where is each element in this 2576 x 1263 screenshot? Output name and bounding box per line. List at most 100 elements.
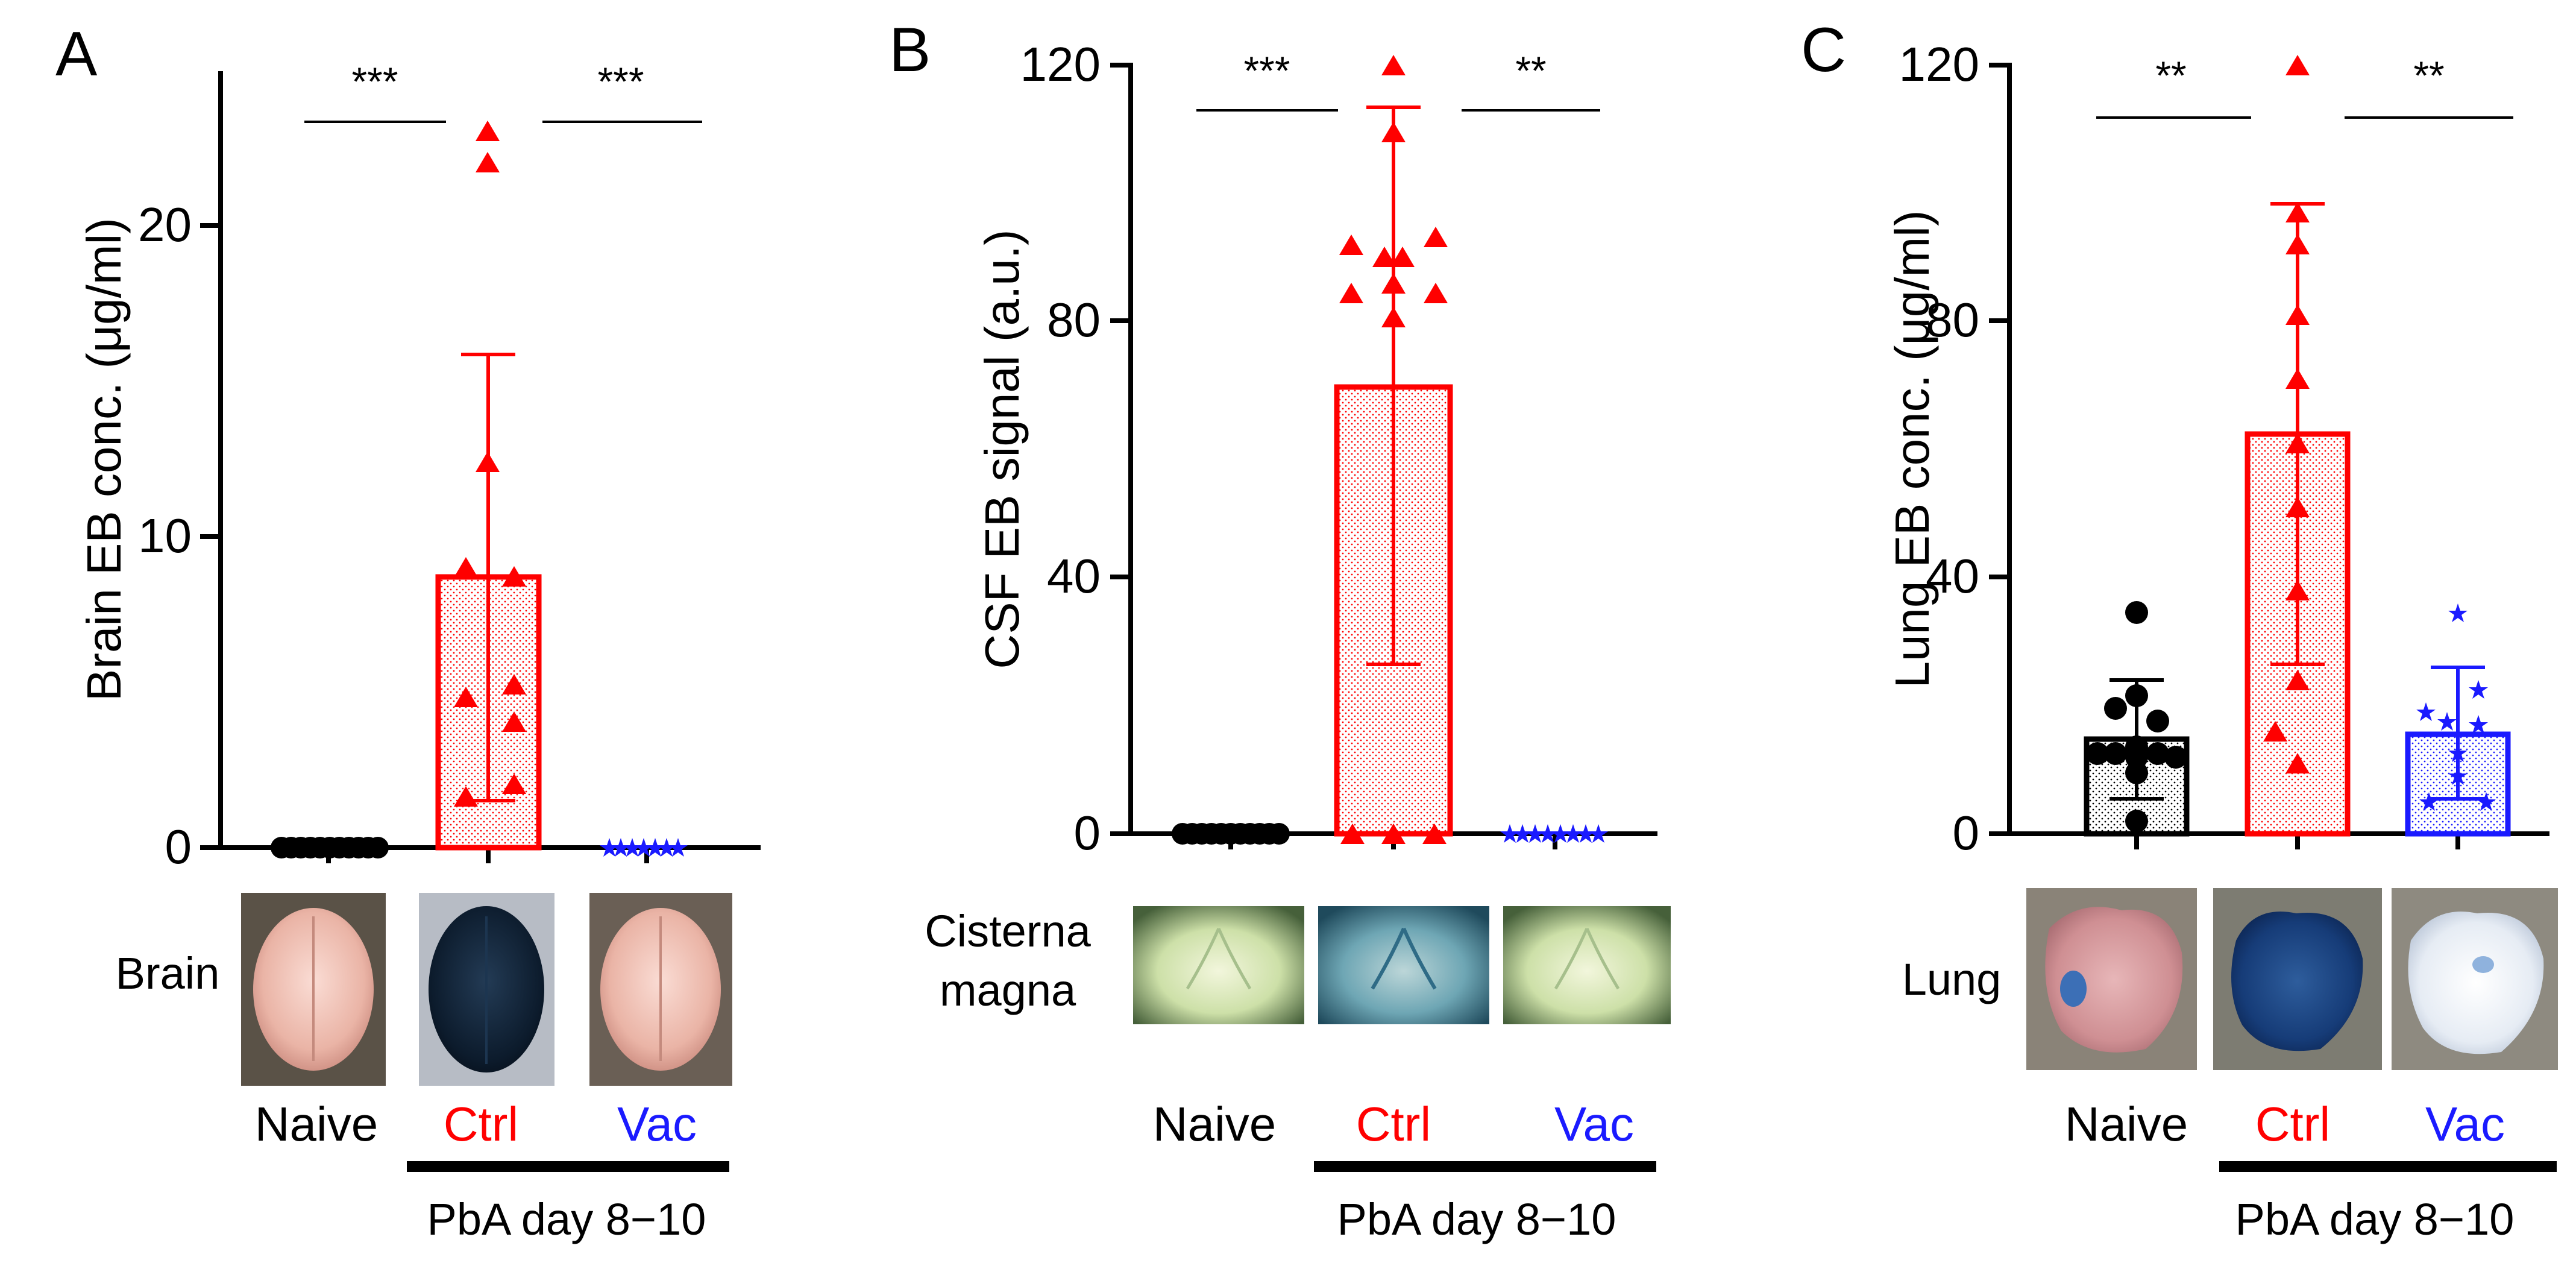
panel-c-point-naive: [2104, 742, 2127, 765]
panel-a-point-ctrl: [454, 786, 478, 807]
panel-c-treatment-label: PbA day 8−10: [2235, 1194, 2515, 1244]
panel-letter-c: C: [1801, 15, 1846, 85]
panel-b-point-ctrl: [1381, 824, 1406, 844]
panel-a-ytick-label-10: 10: [138, 509, 192, 562]
panel-b-point-vac: [1525, 824, 1545, 843]
panel-c-point-ctrl: [2285, 433, 2310, 453]
panel-b-label-naive: Naive: [1153, 1097, 1277, 1151]
panel-c-sig-label-naive-ctrl: **: [2155, 53, 2186, 98]
panel-c-point-vac: [2419, 792, 2439, 811]
lung-vac-image: [2392, 888, 2558, 1070]
panel-b-sig-label-ctrl-vac: **: [1515, 48, 1546, 93]
panel-b-point-vac: [1551, 824, 1570, 843]
panel-letter-b: B: [889, 15, 931, 85]
panel-c-ytick-label-120: 120: [1899, 37, 1979, 91]
panel-a-treatment-label: PbA day 8−10: [427, 1194, 706, 1244]
panel-c-bars: [2084, 202, 2511, 837]
panel-b-point-ctrl: [1390, 247, 1415, 267]
panel-a-label-vac: Vac: [617, 1097, 697, 1151]
panel-a-point-ctrl: [476, 121, 500, 141]
panel-b-point-ctrl: [1381, 307, 1406, 327]
panel-a-y-axis-title: Brain EB conc. (μg/ml): [77, 218, 131, 701]
panel-c-ytick-label-0: 0: [1953, 806, 1980, 860]
panel-b: B 0 40 80 120 CSF EB signal (a.u.): [889, 15, 1671, 1244]
panel-c-point-naive: [2104, 697, 2127, 720]
panel-c-ytick-label-80: 80: [1926, 293, 1979, 347]
panel-a-axis: 0 10 20 Brain EB conc. (μg/ml): [77, 71, 761, 874]
panel-a-treatment-bar: [407, 1161, 729, 1172]
panel-c-y-axis-title: Lung EB conc. (μg/ml): [1885, 210, 1939, 688]
panel-b-point-vac: [1576, 824, 1595, 843]
panel-a-bars: [435, 353, 542, 851]
panel-c-point-ctrl: [2285, 55, 2310, 75]
panel-b-point-ctrl: [1424, 283, 1448, 303]
panel-c-group-labels: Naive Ctrl Vac PbA day 8−10: [2065, 1097, 2557, 1244]
panel-a-sig-label-ctrl-vac: ***: [597, 59, 644, 104]
panel-c-point-ctrl: [2285, 670, 2310, 690]
panel-b-significance: *** **: [1196, 48, 1600, 112]
panel-c-point-naive: [2125, 684, 2148, 707]
panel-b-point-ctrl: [1340, 824, 1365, 844]
panel-a-point-vac: [611, 838, 630, 857]
panel-b-point-vac: [1500, 824, 1519, 843]
panel-b-label-ctrl: Ctrl: [1356, 1097, 1431, 1151]
panel-b-point-ctrl: [1381, 122, 1406, 142]
cisterna-naive-image: [1133, 906, 1304, 1024]
panel-c-point-vac: [2469, 715, 2488, 734]
panel-b-point-ctrl: [1339, 235, 1363, 255]
panel-b-point-ctrl: [1381, 273, 1406, 294]
panel-c-point-naive: [2125, 601, 2148, 624]
panel-a-point-ctrl: [502, 674, 526, 694]
panel-a-point-ctrl: [454, 557, 478, 578]
panel-b-ytick-label-40: 40: [1047, 549, 1101, 603]
lung-ctrl-image: [2213, 888, 2382, 1070]
panel-b-point-ctrl: [1381, 55, 1406, 75]
panel-c-point-ctrl: [2285, 497, 2310, 517]
lung-naive-image: [2026, 888, 2197, 1070]
panel-c-points: [2086, 55, 2496, 833]
panel-c-point-naive: [2125, 746, 2148, 769]
panel-b-point-naive: [1268, 823, 1290, 845]
panel-c-significance: ** **: [2096, 53, 2513, 119]
panel-letter-a: A: [55, 19, 98, 89]
panel-b-treatment-bar: [1314, 1161, 1656, 1172]
panel-a-ytick-label-0: 0: [165, 820, 192, 874]
panel-c: C 0 40 80 120 Lung EB conc. (μg/ml): [1801, 15, 2558, 1244]
panel-c-point-naive: [2146, 742, 2169, 765]
panel-c-point-ctrl: [2285, 753, 2310, 773]
panel-b-ytick-label-0: 0: [1074, 806, 1101, 860]
panel-b-tissue-label-line1: Cisterna: [925, 906, 1091, 956]
panel-c-point-vac: [2448, 603, 2468, 622]
panel-c-label-naive: Naive: [2065, 1097, 2188, 1151]
panel-a-point-vac: [623, 838, 642, 857]
panel-b-axis: 0 40 80 120 CSF EB signal (a.u.): [975, 37, 1657, 860]
panel-c-point-ctrl: [2285, 304, 2310, 325]
panel-c-point-ctrl: [2285, 580, 2310, 600]
panel-c-point-ctrl: [2285, 202, 2310, 222]
panel-a-point-vac: [657, 838, 676, 857]
panel-b-photos: Cisterna magna: [925, 906, 1671, 1024]
panel-a-point-vac: [634, 838, 653, 857]
panel-b-treatment-label: PbA day 8−10: [1337, 1194, 1616, 1244]
panel-c-point-naive: [2086, 742, 2109, 765]
panel-c-point-vac: [2416, 702, 2436, 721]
panel-a-photos: Brain: [116, 893, 732, 1086]
panel-b-point-ctrl: [1424, 227, 1448, 247]
panel-b-point-vac: [1563, 824, 1583, 843]
panel-a-significance: *** ***: [304, 59, 702, 123]
panel-c-point-vac: [2477, 792, 2496, 811]
panel-c-label-vac: Vac: [2425, 1097, 2505, 1151]
panel-b-ytick-label-120: 120: [1020, 37, 1101, 91]
panel-a-point-ctrl: [476, 452, 500, 472]
panel-c-point-naive: [2146, 710, 2169, 732]
panel-b-label-vac: Vac: [1554, 1097, 1634, 1151]
panel-c-sig-label-ctrl-vac: **: [2413, 53, 2444, 98]
panel-b-point-ctrl: [1339, 283, 1363, 303]
panel-b-point-vac: [1513, 824, 1532, 843]
panel-c-point-naive: [2125, 761, 2148, 784]
panel-a-point-ctrl: [476, 152, 500, 172]
panel-a-point-vac: [646, 838, 665, 857]
panel-a-point-ctrl: [502, 773, 526, 794]
panel-a-tissue-label: Brain: [116, 948, 220, 998]
